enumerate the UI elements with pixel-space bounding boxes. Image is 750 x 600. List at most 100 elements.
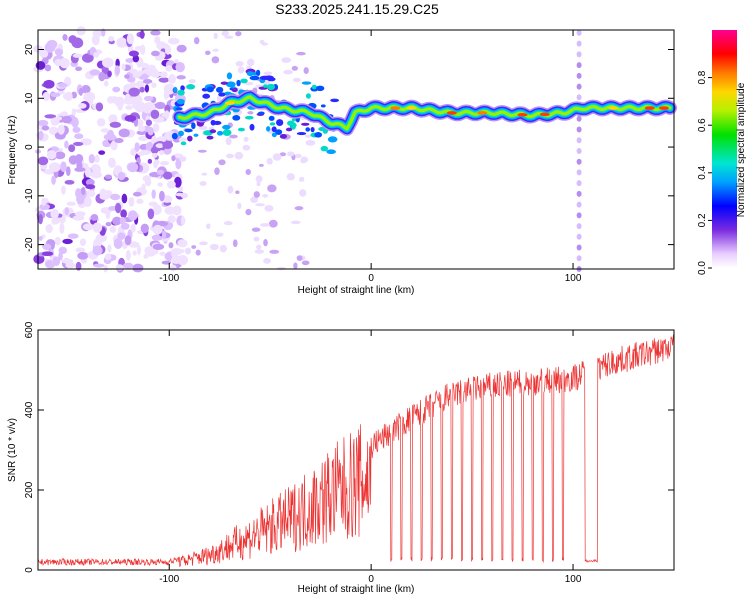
ridge-blob (296, 132, 307, 136)
noise-blob (79, 238, 87, 246)
noise-blob (98, 150, 106, 155)
x-tick-label: 100 (565, 273, 582, 284)
stripe-blob (576, 115, 582, 122)
noise-blob (60, 161, 67, 173)
spectrogram-x-axis-label: Height of straight line (km) (298, 285, 415, 296)
noise-blob (93, 238, 102, 249)
noise-blob (117, 171, 126, 181)
noise-blob (258, 163, 264, 167)
ridge-hotspot (644, 106, 655, 110)
noise-blob (93, 51, 100, 58)
noise-blob (91, 34, 100, 46)
ridge-blob (206, 135, 214, 140)
noise-blob (58, 147, 63, 153)
noise-blob (88, 153, 95, 164)
noise-blob (44, 64, 52, 72)
noise-blob (50, 208, 59, 219)
noise-blob (180, 216, 185, 226)
spectrogram-noise (33, 26, 582, 273)
noise-blob (201, 172, 208, 176)
noise-blob (147, 158, 153, 164)
ridge-blob (271, 126, 277, 133)
noise-blob (38, 235, 43, 241)
stripe-blob (576, 72, 582, 79)
ridge-blob (237, 127, 245, 132)
noise-blob (173, 176, 182, 188)
noise-blob (141, 183, 146, 193)
ridge-hotspot (224, 101, 235, 105)
noise-blob (89, 69, 101, 76)
noise-blob (286, 151, 295, 157)
ridge-blob (186, 84, 196, 90)
noise-blob (54, 48, 64, 56)
ridge-blob (310, 127, 315, 133)
ridge-hotspot (477, 111, 488, 115)
noise-blob (37, 119, 49, 126)
noise-blob (60, 111, 68, 117)
noise-blob (286, 173, 295, 181)
noise-blob (151, 50, 160, 57)
noise-blob (266, 157, 273, 165)
noise-blob (50, 92, 61, 97)
stripe-blob (576, 83, 582, 90)
noise-blob (179, 156, 187, 162)
ridge-blob (271, 132, 277, 138)
noise-blob (75, 247, 86, 253)
noise-blob (298, 176, 305, 182)
colorbar-label: Normalized spectral amplitude (736, 82, 747, 217)
noise-blob (178, 137, 187, 142)
ridge-blob (249, 123, 255, 131)
noise-blob (62, 33, 68, 41)
noise-blob (296, 255, 303, 261)
ridge-blob (330, 98, 340, 103)
noise-blob (41, 251, 54, 257)
stripe-blob (576, 29, 582, 36)
x-tick-label: 0 (368, 273, 374, 284)
noise-blob (128, 196, 135, 207)
noise-blob (146, 250, 156, 257)
colorbar-gradient (712, 30, 737, 268)
noise-blob (253, 191, 260, 198)
noise-blob (121, 193, 128, 204)
noise-blob (90, 214, 99, 221)
noise-blob (85, 166, 92, 178)
noise-blob (98, 71, 106, 82)
stripe-blob (576, 223, 582, 230)
noise-blob (170, 255, 182, 264)
noise-blob (65, 166, 71, 177)
noise-blob (114, 138, 124, 144)
noise-blob (103, 134, 111, 140)
noise-blob (41, 197, 47, 206)
noise-blob (229, 134, 238, 139)
stripe-blob (576, 51, 582, 58)
noise-blob (158, 150, 165, 156)
noise-blob (244, 81, 254, 86)
ridge-blob (266, 126, 271, 132)
noise-blob (145, 70, 156, 76)
y-tick-label: 20 (24, 44, 35, 56)
noise-blob (141, 73, 149, 79)
noise-blob (129, 82, 137, 88)
noise-blob (160, 160, 170, 166)
noise-blob (256, 244, 262, 250)
noise-blob (291, 65, 298, 71)
noise-blob (54, 58, 63, 67)
noise-blob (199, 181, 207, 186)
noise-blob (123, 97, 135, 105)
noise-blob (156, 169, 165, 175)
noise-blob (124, 235, 132, 246)
ridge-blob (193, 133, 199, 137)
noise-blob (119, 216, 126, 225)
noise-blob (75, 66, 83, 72)
noise-blob (81, 186, 86, 196)
noise-blob (96, 118, 106, 127)
ridge-blob (216, 130, 224, 136)
noise-blob (129, 68, 138, 74)
noise-blob (46, 39, 58, 49)
noise-blob (261, 42, 269, 46)
ridge-blob (301, 122, 310, 126)
x-tick-label: 100 (565, 574, 582, 585)
ridge-blob (184, 128, 193, 133)
noise-blob (77, 102, 87, 109)
